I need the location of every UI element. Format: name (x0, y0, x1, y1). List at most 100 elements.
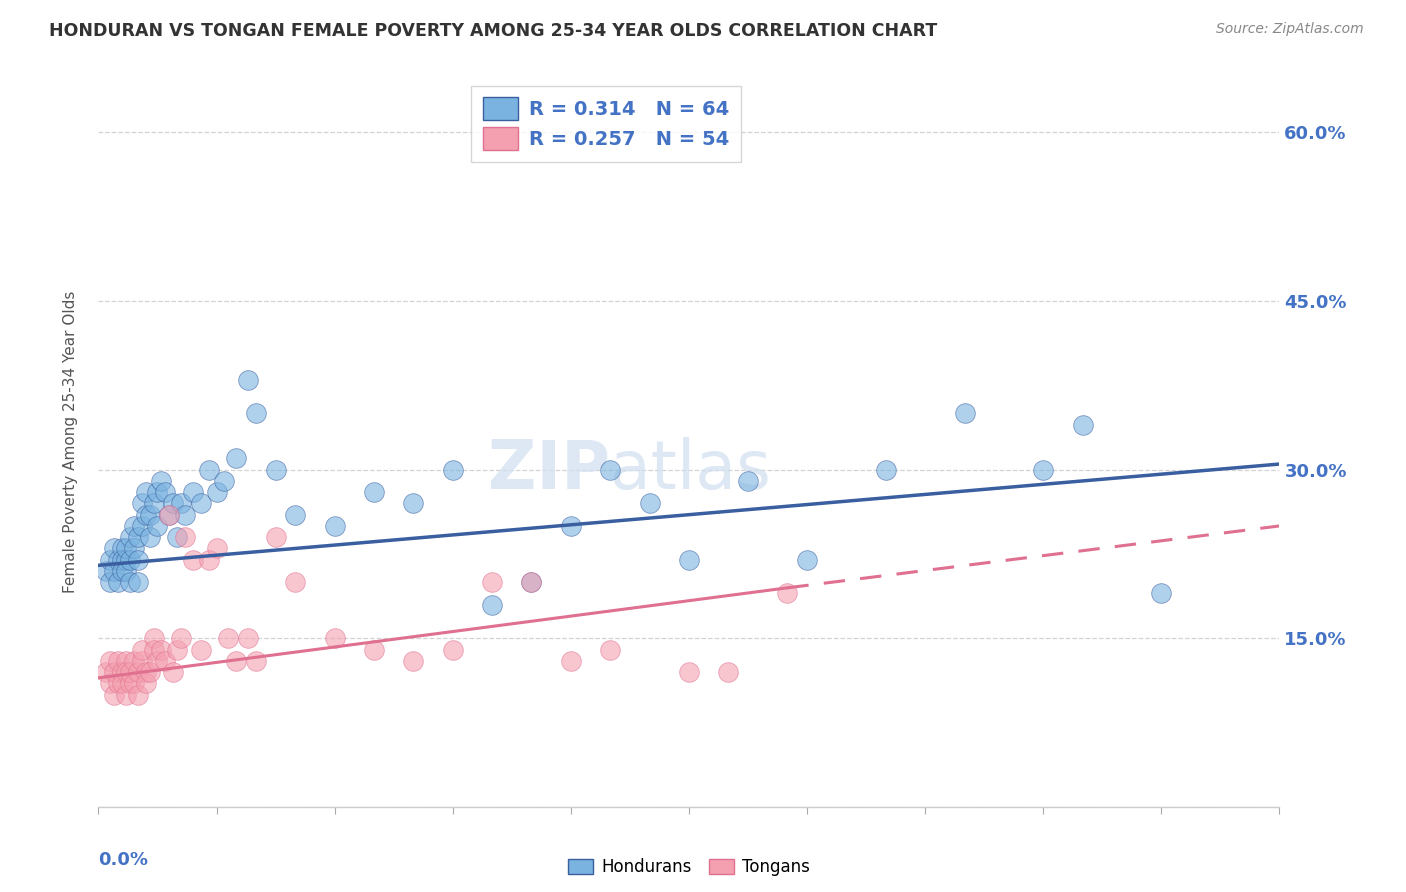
Point (245, 406, 267, 420)
Point (284, 575, 307, 590)
Point (98, 676, 121, 690)
Point (103, 688, 125, 702)
Text: ZIP: ZIP (488, 437, 610, 503)
Point (115, 654, 138, 668)
Point (122, 541, 145, 556)
Point (875, 463, 897, 477)
Point (166, 642, 188, 657)
Point (323, 632, 346, 646)
Point (115, 564, 138, 578)
Point (678, 665, 700, 680)
Point (98, 654, 121, 668)
Point (953, 406, 976, 420)
Point (1071, 417, 1094, 432)
Point (264, 463, 287, 477)
Point (170, 496, 193, 510)
Point (127, 688, 149, 702)
Point (245, 654, 267, 668)
Point (118, 575, 141, 590)
Point (599, 642, 621, 657)
Point (107, 552, 129, 566)
Point (166, 530, 188, 544)
Point (146, 519, 169, 533)
Point (131, 496, 153, 510)
Point (98, 575, 121, 590)
Point (170, 632, 193, 646)
Point (138, 530, 160, 544)
Point (236, 632, 259, 646)
Point (96, 665, 118, 680)
Point (181, 485, 204, 500)
Point (138, 508, 160, 522)
Point (103, 665, 125, 680)
Text: 0.0%: 0.0% (98, 851, 149, 869)
Point (197, 463, 219, 477)
Point (111, 552, 134, 566)
Point (1032, 463, 1054, 477)
Point (363, 642, 385, 657)
Point (520, 575, 543, 590)
Point (284, 508, 307, 522)
Point (190, 496, 212, 510)
Point (150, 642, 173, 657)
Point (264, 530, 287, 544)
Point (190, 642, 212, 657)
Point (127, 552, 149, 566)
Point (155, 485, 177, 500)
Point (217, 632, 239, 646)
Point (236, 373, 259, 387)
Point (402, 654, 425, 668)
Point (776, 586, 799, 600)
Point (111, 665, 134, 680)
Point (560, 519, 582, 533)
Point (174, 508, 197, 522)
Point (441, 642, 464, 657)
Text: HONDURAN VS TONGAN FEMALE POVERTY AMONG 25-34 YEAR OLDS CORRELATION CHART: HONDURAN VS TONGAN FEMALE POVERTY AMONG … (49, 22, 938, 40)
Point (162, 496, 184, 510)
Point (155, 654, 177, 668)
Point (162, 665, 184, 680)
Point (481, 575, 503, 590)
Point (111, 564, 134, 578)
Point (98, 552, 121, 566)
Point (1150, 586, 1173, 600)
Point (131, 654, 153, 668)
Point (127, 665, 149, 680)
Point (118, 676, 141, 690)
Point (135, 508, 157, 522)
Point (96, 564, 118, 578)
Point (796, 552, 818, 566)
Point (441, 463, 464, 477)
Point (135, 676, 157, 690)
Point (678, 552, 700, 566)
Point (115, 541, 138, 556)
Point (150, 474, 173, 488)
Point (127, 575, 149, 590)
Point (138, 665, 160, 680)
Point (142, 632, 165, 646)
Point (157, 508, 180, 522)
Text: atlas: atlas (610, 437, 770, 503)
Point (118, 530, 141, 544)
Point (118, 552, 141, 566)
Point (205, 541, 228, 556)
Point (323, 519, 346, 533)
Point (142, 642, 165, 657)
Legend: Hondurans, Tongans: Hondurans, Tongans (561, 852, 817, 883)
Point (115, 665, 138, 680)
Point (520, 575, 543, 590)
Point (107, 654, 129, 668)
Point (135, 665, 157, 680)
Point (115, 688, 138, 702)
Y-axis label: Female Poverty Among 25-34 Year Olds: Female Poverty Among 25-34 Year Olds (63, 291, 77, 592)
Point (402, 496, 425, 510)
Point (205, 485, 228, 500)
Point (107, 676, 129, 690)
Point (107, 575, 129, 590)
Point (363, 485, 385, 500)
Point (111, 541, 134, 556)
Point (111, 676, 134, 690)
Point (197, 552, 219, 566)
Point (118, 665, 141, 680)
Point (638, 496, 661, 510)
